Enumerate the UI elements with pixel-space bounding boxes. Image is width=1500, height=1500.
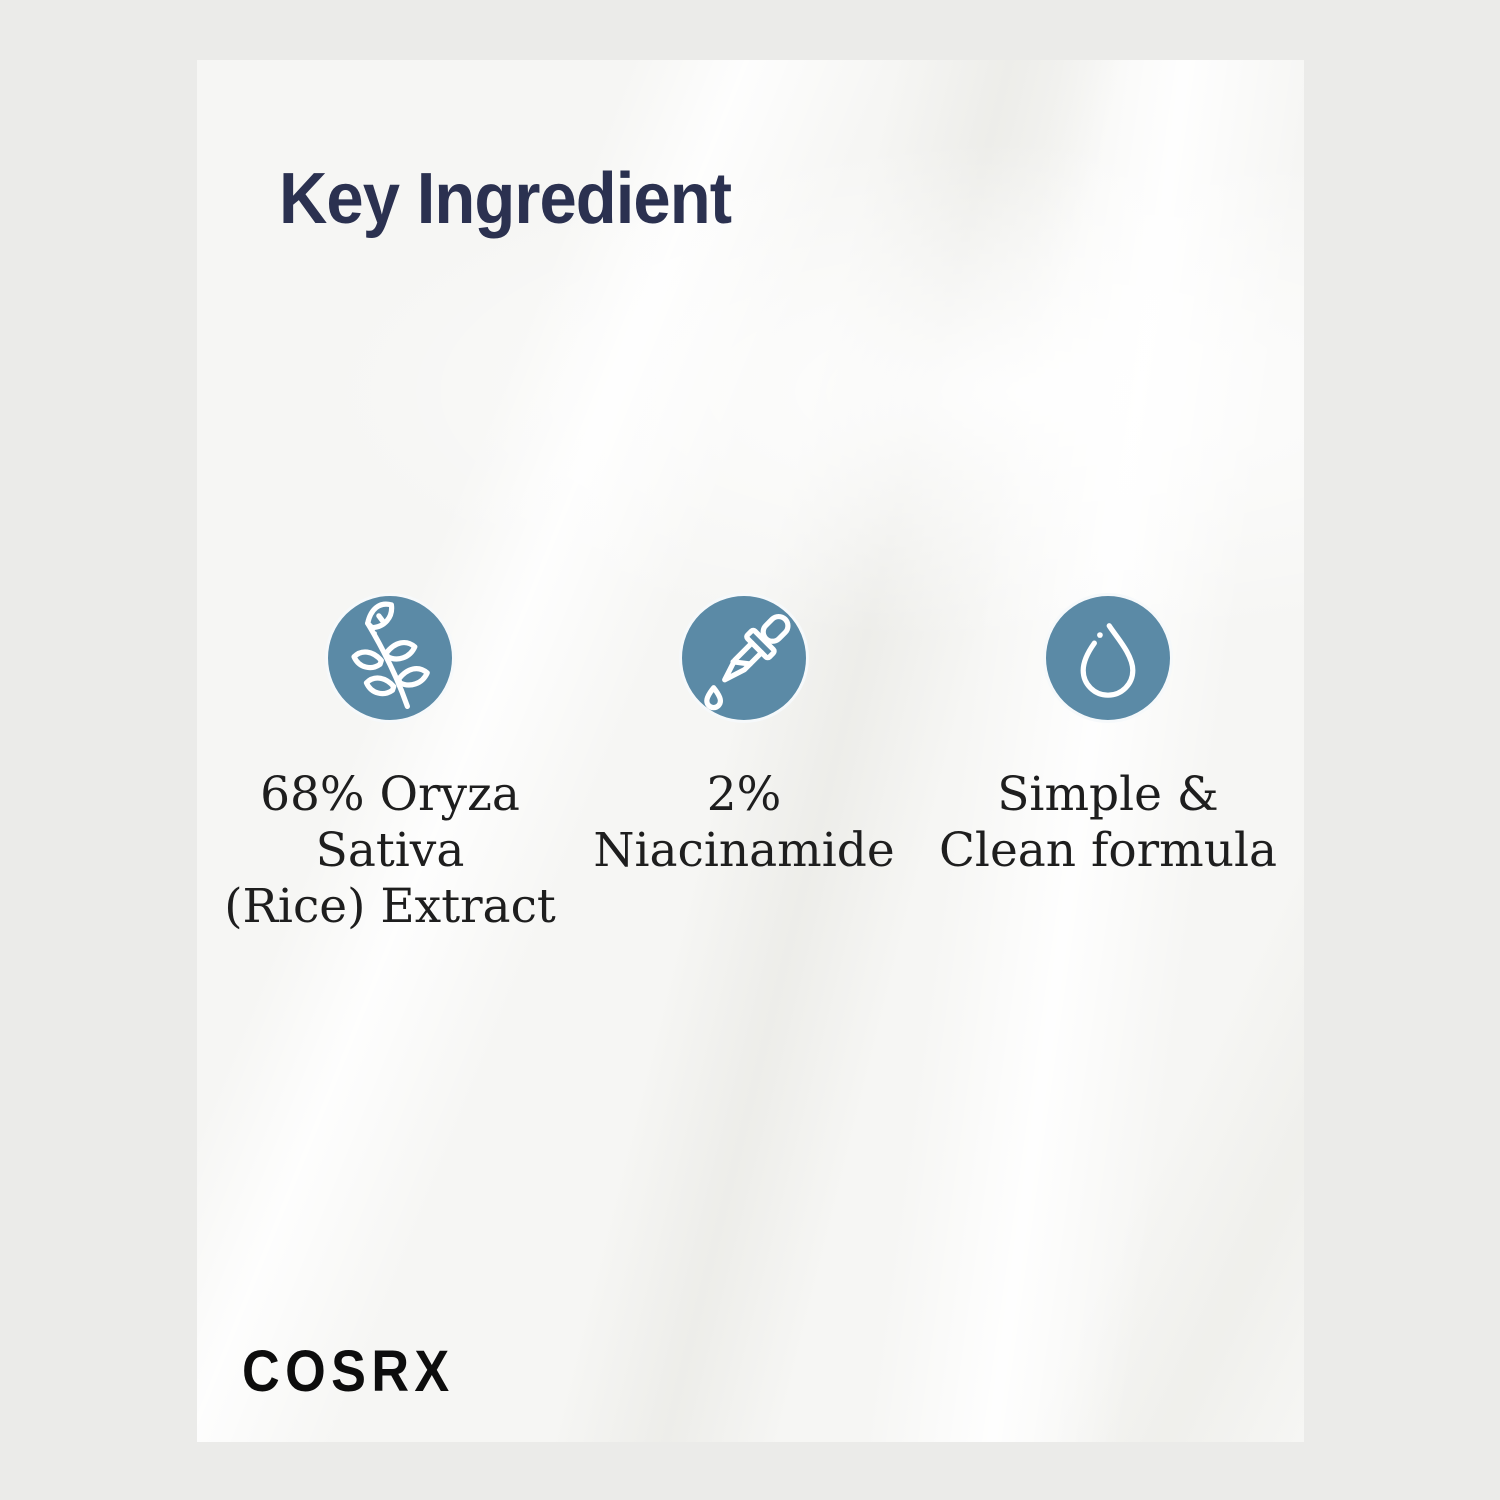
feature-rice-extract: 68% Oryza Sativa (Rice) Extract [210, 593, 570, 935]
feature-niacinamide: 2% Niacinamide [564, 593, 924, 879]
feature-label-line: Sativa [315, 823, 465, 878]
feature-label: Simple & Clean formula [939, 767, 1277, 879]
water-drop-icon [1080, 623, 1136, 698]
brand-logo: COSRX [242, 1339, 455, 1404]
feature-label-line: Niacinamide [593, 823, 895, 878]
feature-label: 68% Oryza Sativa (Rice) Extract [224, 767, 556, 935]
cream-texture-panel: Key Ingredient 6 [197, 60, 1304, 1442]
feature-clean-formula: Simple & Clean formula [928, 593, 1288, 879]
feature-label-line: (Rice) Extract [224, 879, 556, 934]
feature-label-line: 68% Oryza [260, 767, 520, 822]
dropper-icon [704, 613, 791, 711]
feature-label-line: Clean formula [938, 823, 1278, 878]
feature-icon-circle [1043, 593, 1173, 723]
feature-label-line: 2% [706, 767, 782, 822]
page-title: Key Ingredient [279, 159, 732, 240]
leaf-branch-icon [351, 601, 430, 709]
feature-label: 2% Niacinamide [593, 767, 894, 879]
feature-icon-circle [325, 593, 455, 723]
feature-icon-circle [679, 593, 809, 723]
feature-label-line: Simple & [997, 767, 1219, 822]
